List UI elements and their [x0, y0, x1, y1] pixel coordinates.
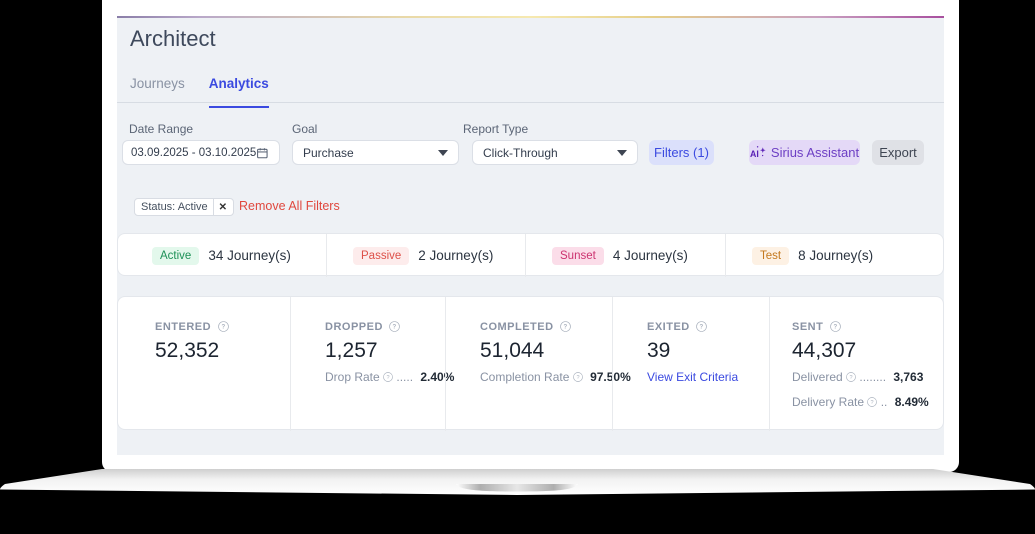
svg-text:?: ?: [833, 325, 837, 331]
svg-text:?: ?: [850, 375, 853, 381]
svg-text:AI: AI: [750, 149, 759, 159]
svg-text:?: ?: [576, 375, 579, 381]
svg-text:?: ?: [393, 325, 397, 331]
svg-text:?: ?: [700, 325, 704, 331]
svg-text:?: ?: [387, 375, 390, 381]
svg-text:?: ?: [871, 400, 874, 406]
svg-text:?: ?: [564, 325, 568, 331]
svg-text:?: ?: [221, 325, 225, 331]
